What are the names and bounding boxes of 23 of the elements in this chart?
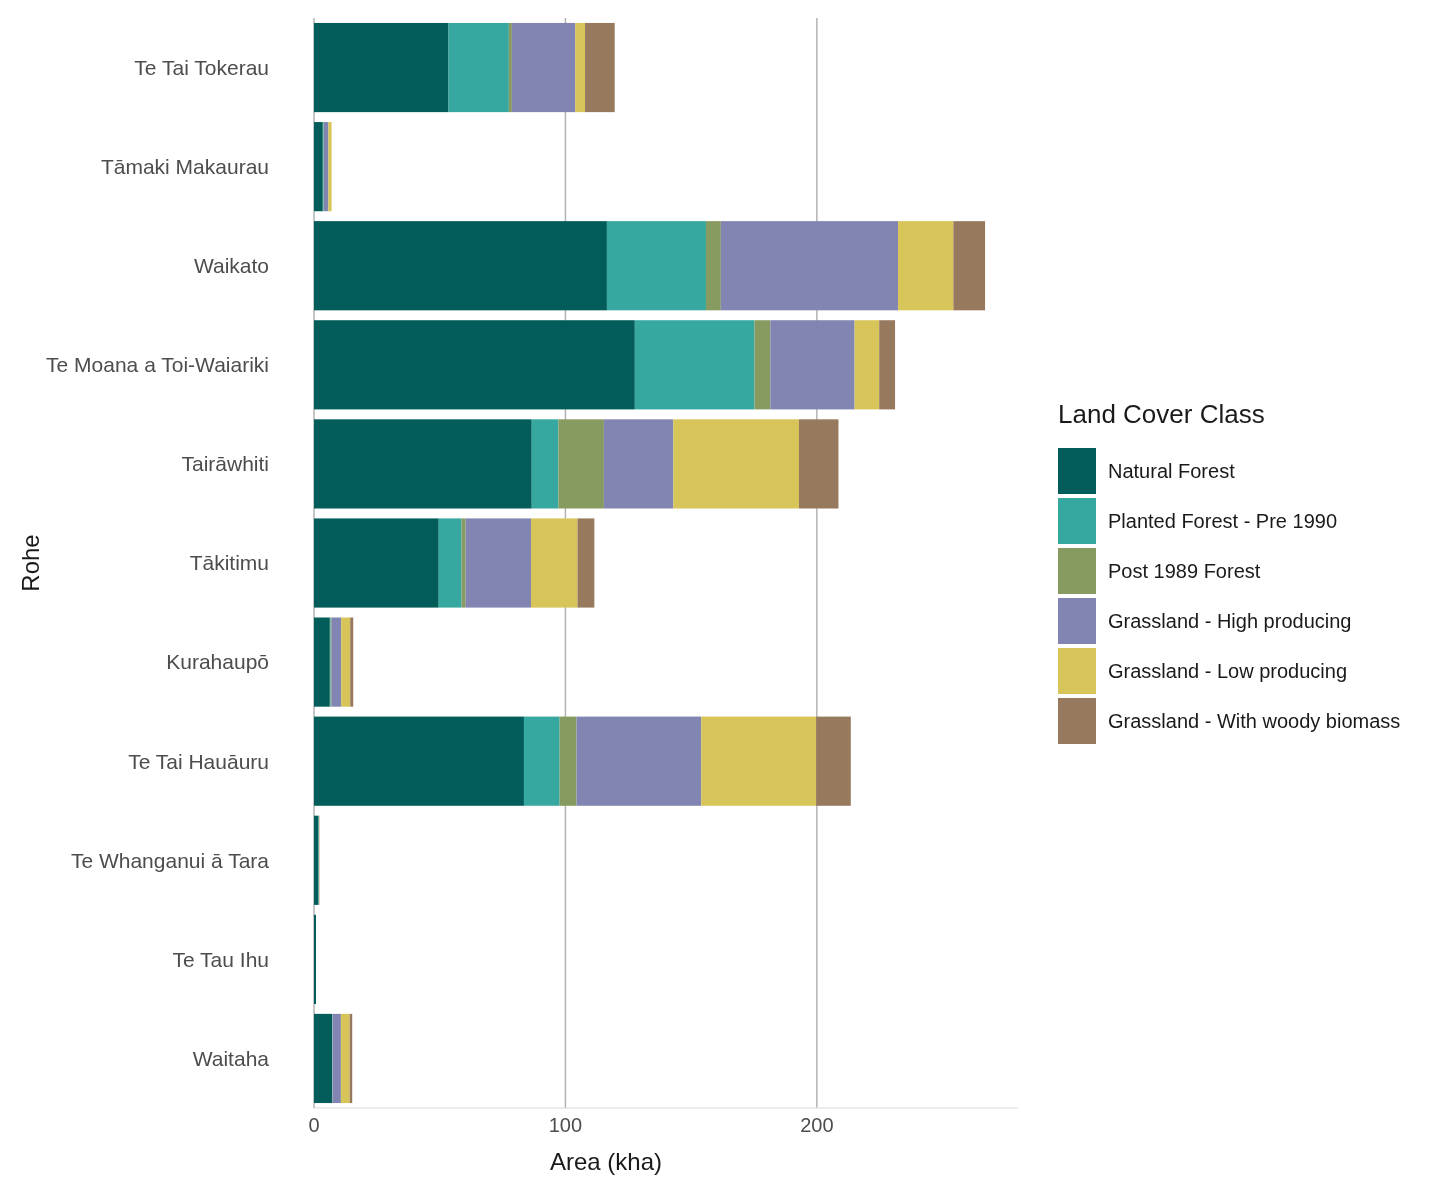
y-tick-label: Te Moana a Toi-Waiariki (46, 353, 269, 377)
y-tick-label: Te Tau Ihu (172, 947, 269, 971)
x-tick-label: 100 (548, 1114, 583, 1136)
y-tick-label: Te Whanganui ā Tara (70, 848, 270, 872)
y-tick-label: Tairāwhiti (181, 452, 269, 476)
legend-label: Post 1989 Forest (1108, 560, 1261, 582)
legend-title: Land Cover Class (1058, 399, 1265, 429)
y-tick-label: Te Tai Hauāuru (128, 749, 269, 773)
y-axis-title: Rohe (17, 534, 44, 592)
x-tick-label: 0 (308, 1114, 320, 1136)
y-tick-label: Tāmaki Makaurau (100, 154, 269, 178)
legend-label: Grassland - Low producing (1108, 660, 1348, 682)
legend-label: Planted Forest - Pre 1990 (1108, 510, 1338, 532)
y-tick-label: Waitaha (192, 1046, 270, 1070)
y-tick-label: Kurahaupō (166, 650, 269, 674)
y-tick-label: Tākitimu (189, 551, 269, 575)
legend-label: Grassland - With woody biomass (1108, 710, 1401, 732)
y-tick-label: Te Tai Tokerau (134, 55, 269, 79)
y-tick-label: Waikato (193, 254, 269, 278)
legend-label: Grassland - High producing (1108, 610, 1352, 632)
x-axis-title: Area (kha) (549, 1148, 663, 1175)
legend-label: Natural Forest (1108, 460, 1236, 482)
x-tick-label: 200 (800, 1114, 834, 1136)
